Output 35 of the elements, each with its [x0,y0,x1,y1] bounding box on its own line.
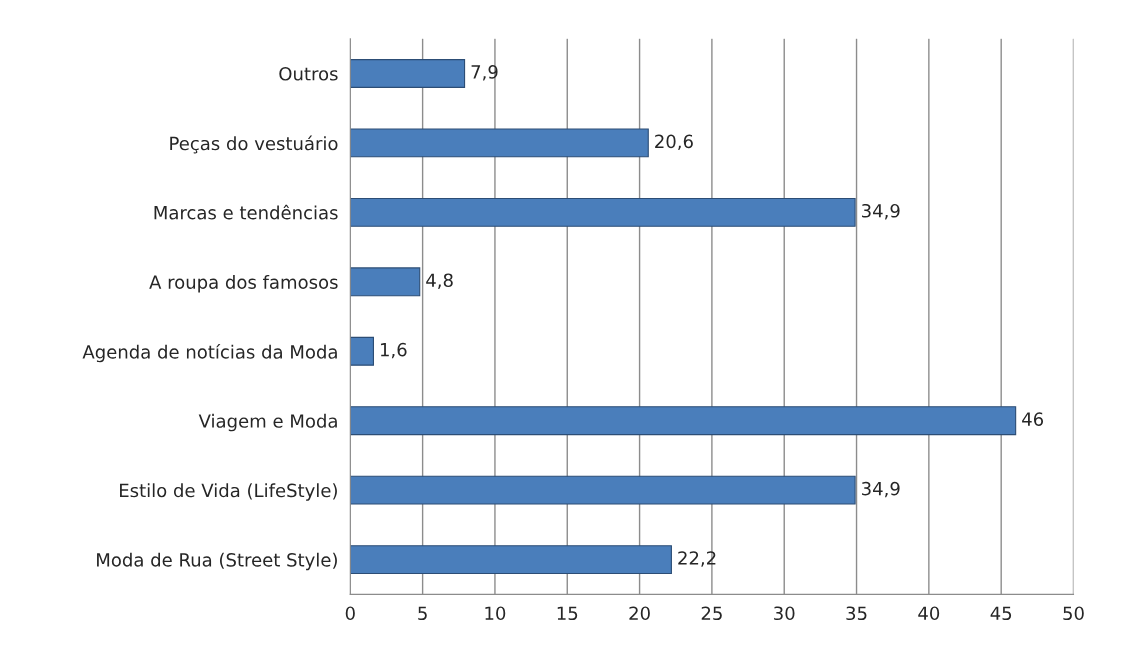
x-tick-label: 45 [990,606,1012,621]
x-tick-label: 0 [345,606,355,621]
y-tick-label: Moda de Rua (Street Style) [97,552,337,571]
x-tick-label: 5 [418,606,427,621]
x-tick-label: 50 [1063,606,1084,621]
y-tick-label: Viagem e Moda [198,413,337,432]
data-label: 34,9 [862,203,900,220]
data-label: 34,9 [862,481,900,498]
x-tick-label: 30 [774,606,795,621]
x-tick-label: 20 [629,606,650,621]
y-tick-label: A roupa dos famosos [149,274,338,293]
data-label: 46 [1022,412,1044,426]
data-label: 4,8 [426,273,453,289]
y-tick-label: Peças do vestuário [170,135,338,154]
x-tick-label: 35 [846,606,867,621]
x-tick-label: 40 [918,606,940,621]
data-label: 1,6 [380,342,407,359]
bar [350,406,1017,436]
data-label: 20,6 [655,134,693,151]
bar [350,197,856,227]
y-tick-label: Estilo de Vida (LifeStyle) [120,483,337,501]
bar [350,267,421,297]
bar [350,336,374,366]
bar [350,545,672,575]
y-tick-label: Outros [279,66,338,81]
y-tick-label: Marcas e tendências [154,204,338,220]
y-tick-label: Agenda de notícias da Moda [82,344,337,363]
bar [350,475,856,505]
x-tick-label: 10 [485,606,506,621]
x-tick-label: 15 [557,606,578,621]
data-label: 7,9 [471,65,498,81]
bar [350,128,649,158]
data-label: 22,2 [678,551,716,567]
x-tick-label: 25 [701,606,722,621]
bar [350,59,466,88]
